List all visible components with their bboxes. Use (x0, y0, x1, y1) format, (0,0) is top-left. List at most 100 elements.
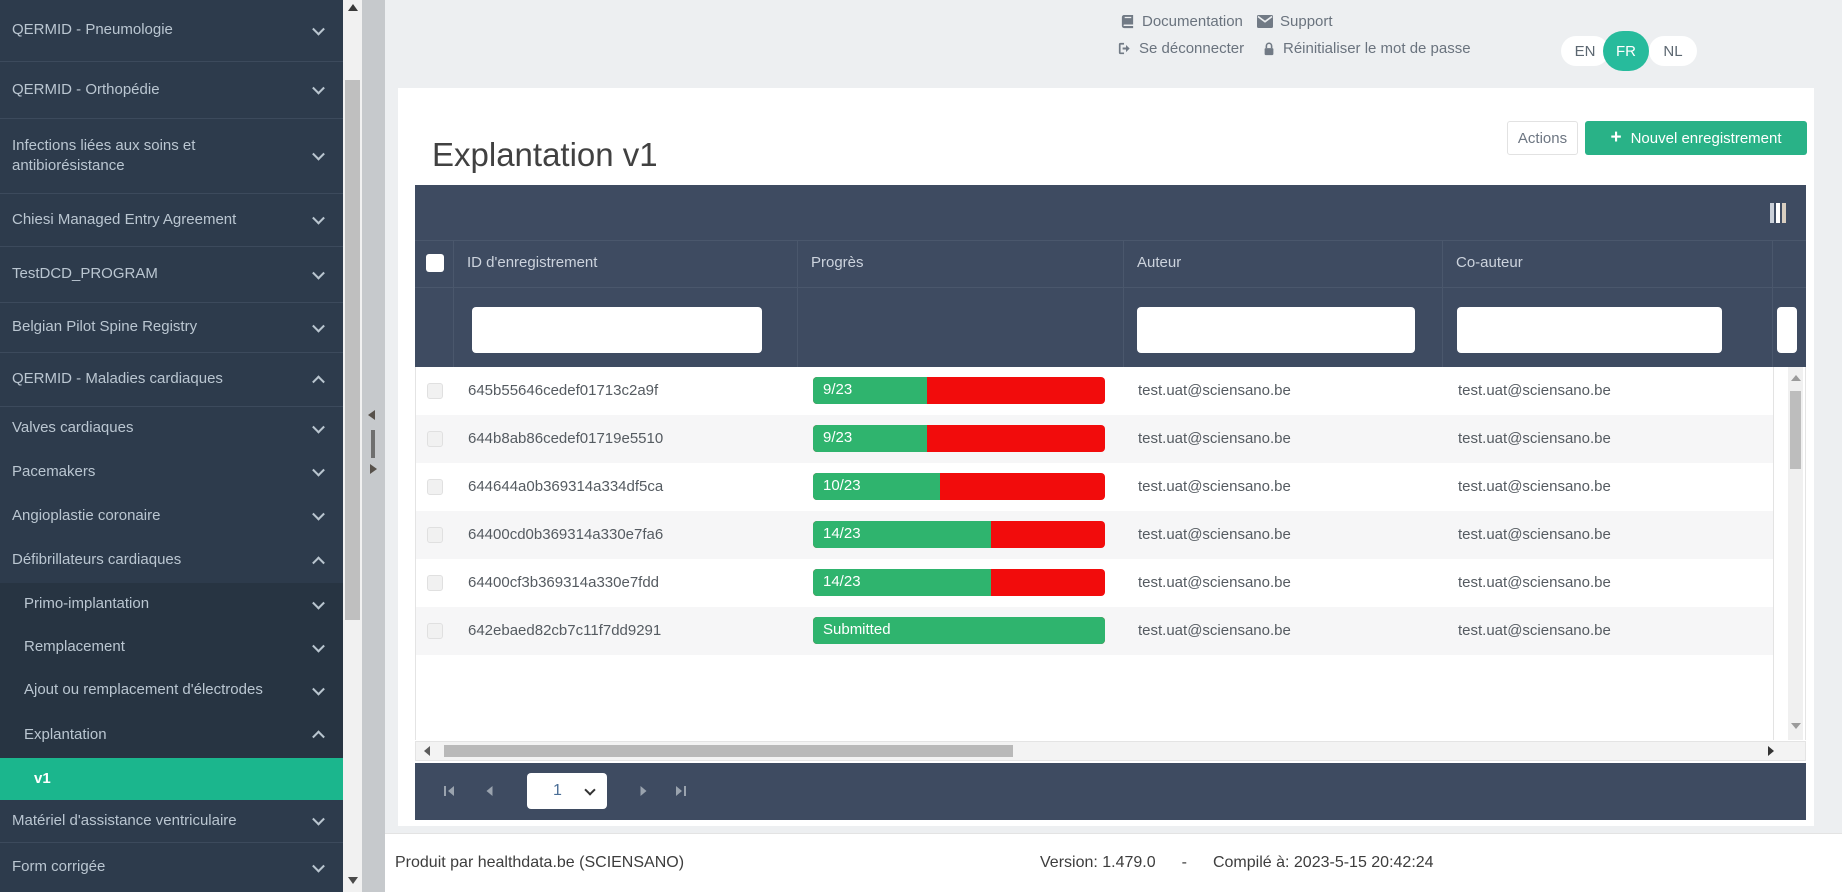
support-link[interactable]: Support (1257, 10, 1333, 32)
reset-password-link[interactable]: Réinitialiser le mot de passe (1262, 37, 1471, 59)
logout-link[interactable]: Se déconnecter (1117, 37, 1244, 59)
next-page-button[interactable] (637, 784, 651, 798)
table-row[interactable]: 64400cf3b369314a330e7fdd 14/23 test.uat@sc… (416, 559, 1773, 607)
footer-compiled: Compilé à: 2023-5-15 20:42:24 (1212, 854, 1434, 871)
sidebar-item-angioplastie-coronaire[interactable]: Angioplastie coronaire (0, 494, 343, 538)
filter-input-partial[interactable] (1777, 307, 1797, 353)
scroll-right-icon[interactable] (1768, 746, 1774, 756)
collapse-left-icon[interactable] (368, 410, 375, 420)
record-id: 64400cf3b369314a330e7fdd (468, 574, 660, 591)
sidebar-item-defibrillateurs-cardiaques[interactable]: Défibrillateurs cardiaques (0, 538, 343, 583)
sidebar-item-infections-liees-aux-soins-et-antibioresistance[interactable]: Infections liées aux soins et antibiorés… (0, 119, 343, 194)
pane-splitter[interactable] (362, 0, 385, 892)
record-id: 642ebaed82cb7c11f7dd9291 (468, 622, 662, 639)
table-row[interactable]: 642ebaed82cb7c11f7dd9291 Submitted test.ua… (416, 607, 1773, 655)
table-horizontal-scrollbar[interactable] (415, 741, 1806, 761)
scroll-left-icon[interactable] (424, 746, 430, 756)
new-record-button[interactable]: + Nouvel enregistrement (1585, 121, 1807, 155)
sidebar-item-primo-implantation[interactable]: Primo-implantation (0, 583, 343, 626)
column-header-id[interactable]: ID d'enregistrement (467, 254, 598, 271)
splitter-handle[interactable] (371, 430, 375, 458)
author-cell: test.uat@sciensano.be (1138, 478, 1291, 495)
author-cell: test.uat@sciensano.be (1138, 382, 1291, 399)
table-vertical-scrollbar[interactable] (1788, 367, 1803, 740)
filter-input-coauthor[interactable] (1457, 307, 1722, 353)
documentation-label: Documentation (1142, 12, 1243, 30)
select-all-checkbox[interactable] (426, 254, 444, 272)
row-checkbox[interactable] (427, 575, 443, 591)
column-chooser-button[interactable] (1770, 203, 1786, 223)
chevron-down-icon (312, 859, 325, 873)
progress-label: 14/23 (823, 573, 861, 590)
sidebar-scrollbar-thumb[interactable] (345, 80, 360, 620)
sidebar-item-label: Angioplastie coronaire (12, 506, 161, 524)
sidebar-item-belgian-pilot-spine-registry[interactable]: Belgian Pilot Spine Registry (0, 303, 343, 353)
row-checkbox[interactable] (427, 623, 443, 639)
sidebar-item-remplacement[interactable]: Remplacement (0, 626, 343, 669)
language-button-fr[interactable]: FR (1603, 31, 1649, 71)
page-title: Explantation v1 (432, 136, 658, 174)
author-cell: test.uat@sciensano.be (1138, 526, 1291, 543)
sidebar-item-pacemakers[interactable]: Pacemakers (0, 450, 343, 494)
row-checkbox[interactable] (427, 527, 443, 543)
table-body: 645b55646cedef01713c2a9f 9/23 test.uat@sci… (415, 367, 1806, 740)
sidebar-item-label: QERMID - Orthopédie (12, 80, 160, 98)
scroll-down-icon[interactable] (348, 877, 358, 884)
table-row[interactable]: 644644a0b369314a334df5ca 10/23 test.uat@sc… (416, 463, 1773, 511)
sidebar-item-qermid-maladies-cardiaques[interactable]: QERMID - Maladies cardiaques (0, 353, 343, 407)
table-row[interactable]: 644b8ab86cedef01719e5510 9/23 test.uat@sci… (416, 415, 1773, 463)
author-cell: test.uat@sciensano.be (1138, 430, 1291, 447)
sidebar-item-ajout-ou-remplacement-d-electrodes[interactable]: Ajout ou remplacement d'électrodes (0, 669, 343, 712)
filter-input-id[interactable] (472, 307, 762, 353)
new-record-label: Nouvel enregistrement (1630, 129, 1782, 147)
collapse-right-icon[interactable] (370, 464, 377, 474)
table-toolbar (415, 185, 1806, 240)
language-button-nl[interactable]: NL (1649, 36, 1697, 66)
column-header-author[interactable]: Auteur (1137, 254, 1182, 271)
vertical-scrollbar-thumb[interactable] (1790, 391, 1801, 469)
record-id: 644b8ab86cedef01719e5510 (468, 430, 664, 447)
sidebar-item-qermid-orthopedie[interactable]: QERMID - Orthopédie (0, 62, 343, 119)
language-button-en[interactable]: EN (1561, 36, 1609, 66)
sidebar-item-label: QERMID - Pneumologie (12, 21, 173, 39)
previous-page-button[interactable] (482, 784, 496, 798)
sidebar-item-valves-cardiaques[interactable]: Valves cardiaques (0, 407, 343, 450)
row-checkbox[interactable] (427, 479, 443, 495)
documentation-link[interactable]: Documentation (1120, 10, 1243, 32)
progress-label: 9/23 (823, 381, 853, 398)
scroll-up-icon[interactable] (348, 4, 358, 11)
coauthor-cell: test.uat@sciensano.be (1458, 622, 1611, 639)
sidebar-item-v1[interactable]: v1 (0, 758, 343, 800)
chevron-down-icon (312, 596, 325, 610)
actions-button[interactable]: Actions (1507, 121, 1578, 155)
scroll-down-icon[interactable] (1791, 723, 1801, 729)
row-checkbox[interactable] (427, 383, 443, 399)
progress-bar: Submitted (813, 617, 1105, 644)
sidebar-item-qermid-pneumologie[interactable]: QERMID - Pneumologie (0, 0, 343, 62)
horizontal-scrollbar-thumb[interactable] (444, 745, 1013, 757)
envelope-icon (1257, 14, 1273, 28)
scroll-up-icon[interactable] (1791, 375, 1801, 381)
sidebar-item-testdcd-program[interactable]: TestDCD_PROGRAM (0, 247, 343, 303)
chevron-down-icon (312, 420, 325, 434)
column-header-coauthor[interactable]: Co-auteur (1456, 254, 1523, 271)
sidebar-item-chiesi-managed-entry-agreement[interactable]: Chiesi Managed Entry Agreement (0, 194, 343, 247)
pagination-bar: 1 (415, 763, 1806, 820)
chevron-down-icon (584, 784, 596, 796)
page-select[interactable]: 1 (527, 773, 607, 809)
table-row[interactable]: 64400cd0b369314a330e7fa6 14/23 test.uat@sc… (416, 511, 1773, 559)
filter-input-author[interactable] (1137, 307, 1415, 353)
sidebar-item-form-corrigee[interactable]: Form corrigée (0, 843, 343, 892)
sidebar-item-materiel-d-assistance-ventriculaire[interactable]: Matériel d'assistance ventriculaire (0, 800, 343, 843)
last-page-button[interactable] (674, 784, 688, 798)
sidebar-item-label: TestDCD_PROGRAM (12, 265, 158, 283)
first-page-button[interactable] (442, 784, 456, 798)
row-checkbox[interactable] (427, 431, 443, 447)
column-header-progress[interactable]: Progrès (811, 254, 864, 271)
sidebar-item-explantation[interactable]: Explantation (0, 712, 343, 758)
logout-label: Se déconnecter (1139, 39, 1245, 57)
sidebar-scrollbar[interactable] (343, 0, 362, 892)
chevron-down-icon (312, 639, 325, 653)
table-row[interactable]: 645b55646cedef01713c2a9f 9/23 test.uat@sci… (416, 367, 1773, 415)
